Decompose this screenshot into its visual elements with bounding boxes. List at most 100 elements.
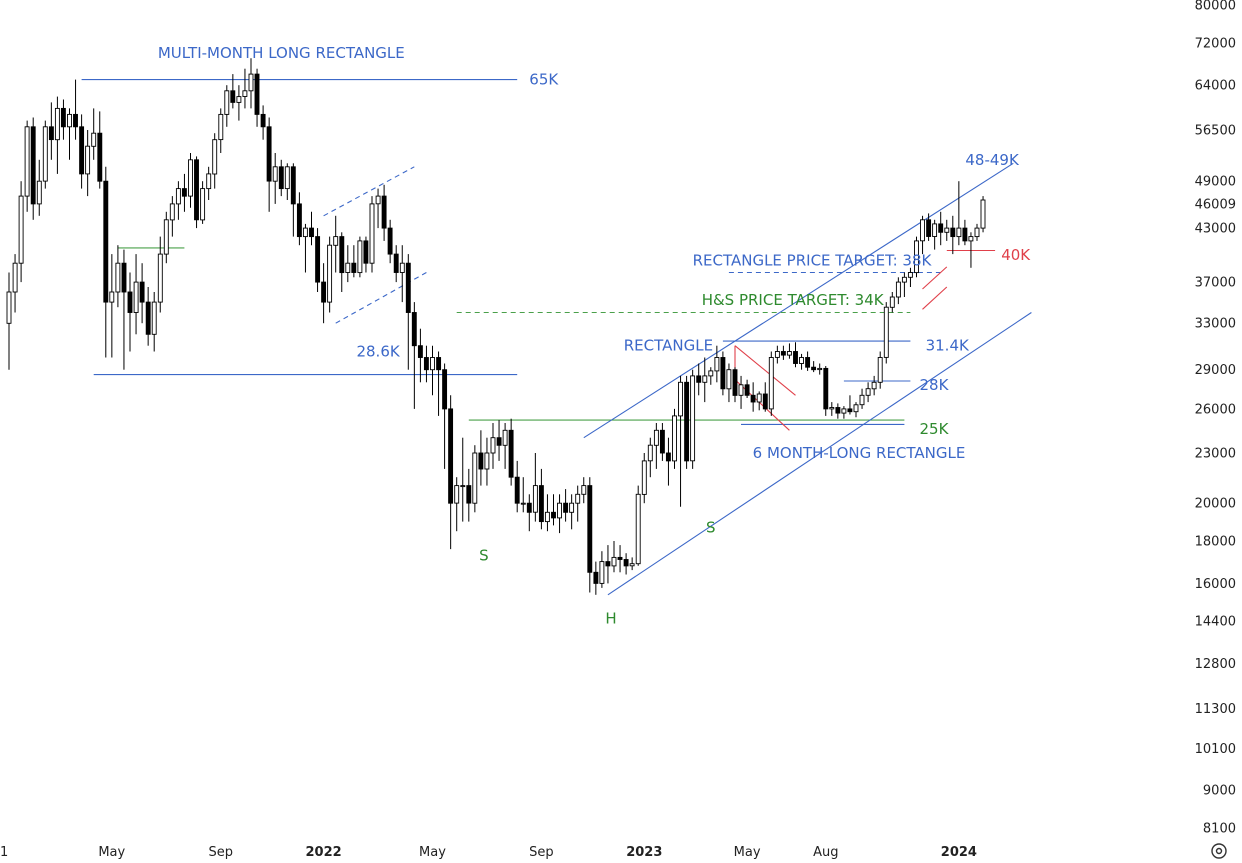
candle-body-down <box>793 351 798 364</box>
candle-body-up <box>520 502 526 505</box>
annotation-label: RECTANGLE PRICE TARGET: 38K <box>693 251 933 269</box>
x-tick-label: Sep <box>209 845 234 860</box>
candle <box>635 485 641 566</box>
candle-body-up <box>702 375 708 383</box>
candle-body-up <box>151 301 157 335</box>
candle <box>218 108 224 153</box>
y-axis: 80000 72000 64000 56500 49000 46009 43000 37000… <box>1195 0 1236 837</box>
candle <box>847 395 853 415</box>
candle <box>91 108 97 160</box>
candle-body-up <box>206 173 212 190</box>
y-tick-label: 29000 <box>1195 363 1236 378</box>
red-flag-lower <box>922 286 948 310</box>
candle <box>914 236 919 278</box>
candle-body-up <box>169 203 175 221</box>
candle-body-down <box>97 132 103 182</box>
candle <box>684 375 690 469</box>
candle <box>938 211 944 246</box>
candle-body-up <box>889 296 895 308</box>
candle-body-down <box>926 219 932 237</box>
candle-body-up <box>708 370 714 377</box>
candle-body-down <box>442 369 448 410</box>
y-tick-label: 43000 <box>1195 222 1236 237</box>
candle-body-down <box>436 357 442 371</box>
chart-settings-button[interactable] <box>1211 843 1227 859</box>
annotation-label: 65K <box>529 71 559 89</box>
candle <box>97 111 103 189</box>
candle-body-up <box>54 107 60 141</box>
candle <box>381 184 387 241</box>
candle-body-up <box>369 203 375 264</box>
candle-body-up <box>629 563 635 567</box>
candle <box>563 489 569 522</box>
candle-body-down <box>448 408 454 504</box>
candle <box>290 163 296 237</box>
candle-body-down <box>145 301 151 335</box>
y-tick-label: 20000 <box>1195 497 1236 512</box>
candle <box>738 375 744 409</box>
candle-body-down <box>732 369 738 396</box>
candle <box>623 553 629 575</box>
candle <box>696 363 702 396</box>
candle <box>54 96 60 174</box>
candle <box>79 114 85 189</box>
candle <box>799 353 804 370</box>
annotation-label: 28.6K <box>356 343 400 361</box>
candle-body-up <box>6 291 12 324</box>
candle-body-down <box>266 126 272 182</box>
candle <box>139 263 145 324</box>
candle-body-down <box>551 511 556 519</box>
candle <box>260 105 266 140</box>
candle <box>103 166 109 358</box>
candle <box>853 402 859 418</box>
candle-body-up <box>980 199 986 229</box>
candle-body-down <box>720 357 726 390</box>
candle-body-up <box>569 502 575 513</box>
channel-upper-line <box>583 162 1014 439</box>
annotation-label: S <box>479 546 489 564</box>
candle-body-up <box>242 90 248 97</box>
red-wedge-lower <box>734 379 790 431</box>
candle <box>520 477 526 513</box>
candle-body-up <box>302 227 308 238</box>
candle <box>309 211 314 246</box>
y-tick-label: 23000 <box>1195 447 1236 462</box>
candle-body-up <box>532 485 538 513</box>
candle-body-up <box>907 272 913 278</box>
candle-body-down <box>181 188 187 197</box>
candle-body-up <box>786 351 792 356</box>
candle-body-up <box>345 262 351 273</box>
candle <box>121 249 127 370</box>
gear-icon-ring <box>1211 843 1227 859</box>
candle <box>375 188 381 229</box>
x-tick-label: 2023 <box>626 845 662 860</box>
annotation-label: 31.4K <box>926 337 970 355</box>
candle-body-up <box>575 493 581 504</box>
candle-body-down <box>605 561 611 567</box>
candles-layer <box>6 58 986 595</box>
annotation-label: 48-49K <box>965 151 1020 169</box>
candle <box>436 351 442 416</box>
candle-body-down <box>696 375 702 383</box>
candle-body-down <box>762 393 768 410</box>
candle-body-up <box>484 452 490 470</box>
candle-body-up <box>430 357 435 371</box>
candle-body-up <box>557 502 562 519</box>
candle-body-up <box>877 357 883 383</box>
candle-body-up <box>490 437 496 454</box>
candle <box>466 468 472 522</box>
candle <box>690 369 696 469</box>
candle-body-up <box>454 485 460 504</box>
candle-body-down <box>938 223 944 233</box>
gear-icon-hub <box>1215 847 1223 855</box>
candle-body-down <box>478 452 484 470</box>
gear-icon[interactable] <box>1211 843 1227 859</box>
candle-body-up <box>91 132 97 147</box>
candle <box>417 328 423 383</box>
candle <box>357 236 363 278</box>
candle-body-up <box>817 367 823 371</box>
candle <box>678 375 683 507</box>
candle-body-down <box>315 236 321 283</box>
y-tick-label: 33000 <box>1195 317 1236 332</box>
annotation-label: 25K <box>920 420 950 438</box>
